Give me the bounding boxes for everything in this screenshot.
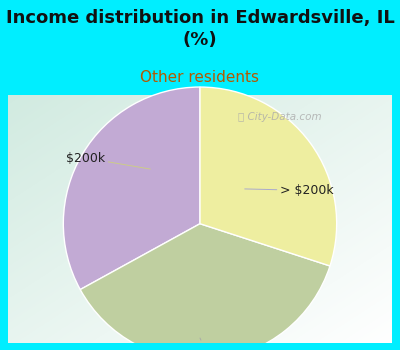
- Wedge shape: [200, 87, 337, 266]
- Bar: [0, 343, 400, 350]
- Text: Other residents: Other residents: [140, 70, 260, 85]
- Bar: [392, 94, 400, 350]
- Text: Income distribution in Edwardsville, IL
(%): Income distribution in Edwardsville, IL …: [6, 9, 394, 49]
- Wedge shape: [63, 87, 200, 289]
- Text: $200k: $200k: [66, 152, 150, 169]
- Text: > $200k: > $200k: [245, 184, 333, 197]
- Wedge shape: [80, 224, 330, 350]
- Text: ⓘ City-Data.com: ⓘ City-Data.com: [238, 112, 321, 122]
- Bar: [0, 94, 8, 350]
- Text: $125k: $125k: [186, 338, 224, 350]
